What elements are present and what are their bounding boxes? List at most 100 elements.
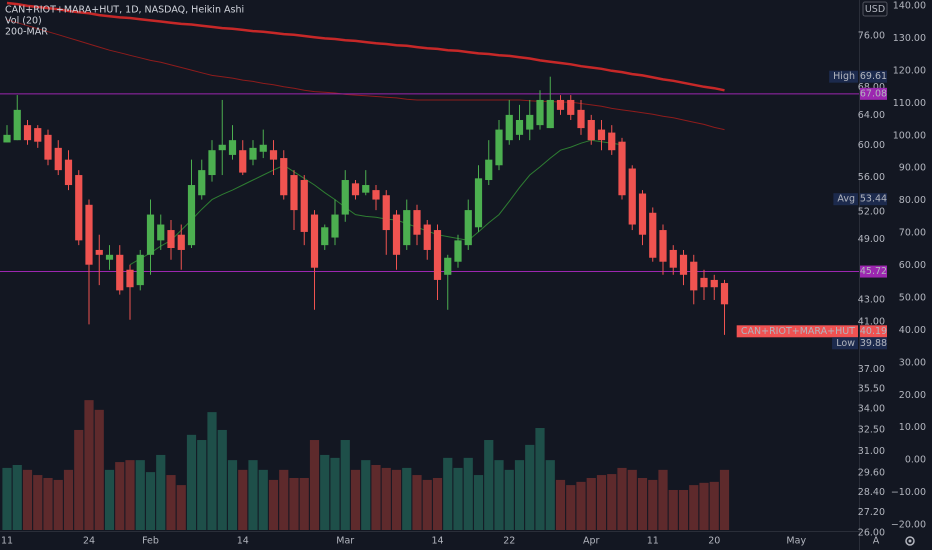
volume-bar [699, 482, 709, 530]
candle-body [474, 178, 483, 228]
volume-bar [545, 460, 555, 530]
volume-bar [145, 472, 156, 530]
candle-body [382, 195, 390, 231]
candle-body [515, 119, 524, 135]
gear[interactable] [905, 536, 915, 546]
tag-label: Low [836, 338, 855, 349]
volume-bar [84, 400, 94, 530]
y-tick-label: 35.50 [858, 383, 885, 394]
y-tick-label: 60.00 [858, 140, 885, 151]
volume-bar [238, 469, 248, 530]
moving-average-line [6, 1, 725, 92]
candle-body [249, 147, 257, 160]
currency[interactable]: USD [865, 4, 885, 15]
candle-body [3, 134, 11, 143]
auto-scale-button[interactable]: A [873, 536, 880, 547]
volume-bar [617, 467, 627, 530]
volume-bar [678, 489, 689, 530]
tag-value-box [860, 87, 887, 100]
volume-bar [12, 464, 22, 530]
candle-body [720, 283, 729, 305]
candle-body [556, 99, 565, 110]
y2-tick-label: 90.00 [899, 163, 926, 174]
candle-body [198, 170, 206, 196]
tag-value-box [860, 70, 887, 83]
volume-bar [596, 475, 607, 530]
candle-body [321, 227, 329, 246]
y2-tick-label: 140.00 [893, 1, 926, 12]
volume-bar [473, 475, 484, 530]
candle-body [331, 214, 339, 238]
volume-bar [658, 469, 668, 530]
y2-tick-label: −20.00 [891, 520, 926, 531]
y-tick-label: 28.40 [858, 487, 885, 498]
volume-bar [586, 477, 596, 530]
x-tick-label: 14 [431, 536, 443, 547]
tag-label: Avg [837, 194, 855, 205]
candle-body [95, 249, 103, 255]
candle-body [34, 128, 42, 142]
candle-body [218, 144, 226, 151]
candle-body [177, 234, 185, 250]
volume-bar [125, 460, 135, 530]
volume-bar [504, 469, 514, 530]
candle-body [310, 214, 319, 268]
volume-bar [197, 440, 207, 530]
candle-body [433, 230, 442, 280]
volume-bar [279, 469, 289, 530]
candle-body [577, 109, 585, 129]
volume-bar [637, 477, 648, 530]
tag-value: 40.19 [860, 326, 887, 337]
volume-bar [299, 477, 309, 530]
tag-value-box [860, 193, 887, 206]
candle-body [75, 175, 83, 241]
volume-bar [217, 429, 227, 530]
volume-bar [207, 412, 217, 530]
volume-bar [33, 475, 43, 530]
volume-bar [289, 477, 299, 530]
candle-body [423, 224, 431, 250]
candle-body [679, 254, 688, 275]
volume-bar [668, 489, 678, 530]
tag-value: 67.08 [860, 88, 887, 99]
gear-center[interactable] [908, 539, 912, 543]
candle-body [649, 212, 657, 258]
candle-body [208, 150, 216, 176]
candle-body [362, 185, 370, 193]
candle-body [495, 129, 503, 166]
volume-bar [268, 479, 279, 530]
y-tick-label: 29.60 [858, 468, 885, 479]
tag-label-box [832, 337, 858, 350]
volume-bar [156, 454, 166, 530]
volume-bar [719, 469, 730, 530]
candle-body [464, 210, 472, 246]
x-tick-label: 14 [237, 536, 249, 547]
candle-body [85, 204, 93, 265]
volume-bar [576, 481, 586, 530]
volume-bar [361, 460, 371, 530]
currency-box[interactable] [862, 1, 888, 17]
volume-bar [648, 479, 658, 530]
volume-bar [94, 409, 104, 530]
volume-bar [484, 440, 494, 530]
volume-bar [709, 481, 719, 530]
candle-body [105, 254, 114, 260]
y2-tick-label: 70.00 [899, 228, 926, 239]
y2-tick-label: 20.00 [899, 390, 926, 401]
y-tick-label: 37.00 [858, 364, 885, 375]
candle-body [280, 158, 288, 196]
y2-tick-label: 50.00 [899, 292, 926, 303]
volume-bar [63, 469, 74, 530]
x-tick-label: 11 [1, 536, 13, 547]
x-tick-label: 20 [708, 536, 720, 547]
settings-button[interactable] [905, 536, 915, 546]
y2-tick-label: 40.00 [899, 325, 926, 336]
y2-tick-label: 120.00 [893, 65, 926, 76]
candle-body [290, 175, 298, 211]
volume-bar [566, 485, 576, 530]
volume-bar [535, 428, 545, 530]
volume-bar [627, 469, 637, 530]
y-tick-label: 41.00 [858, 317, 885, 328]
volume-bar [494, 460, 504, 530]
candle-body [597, 129, 606, 141]
